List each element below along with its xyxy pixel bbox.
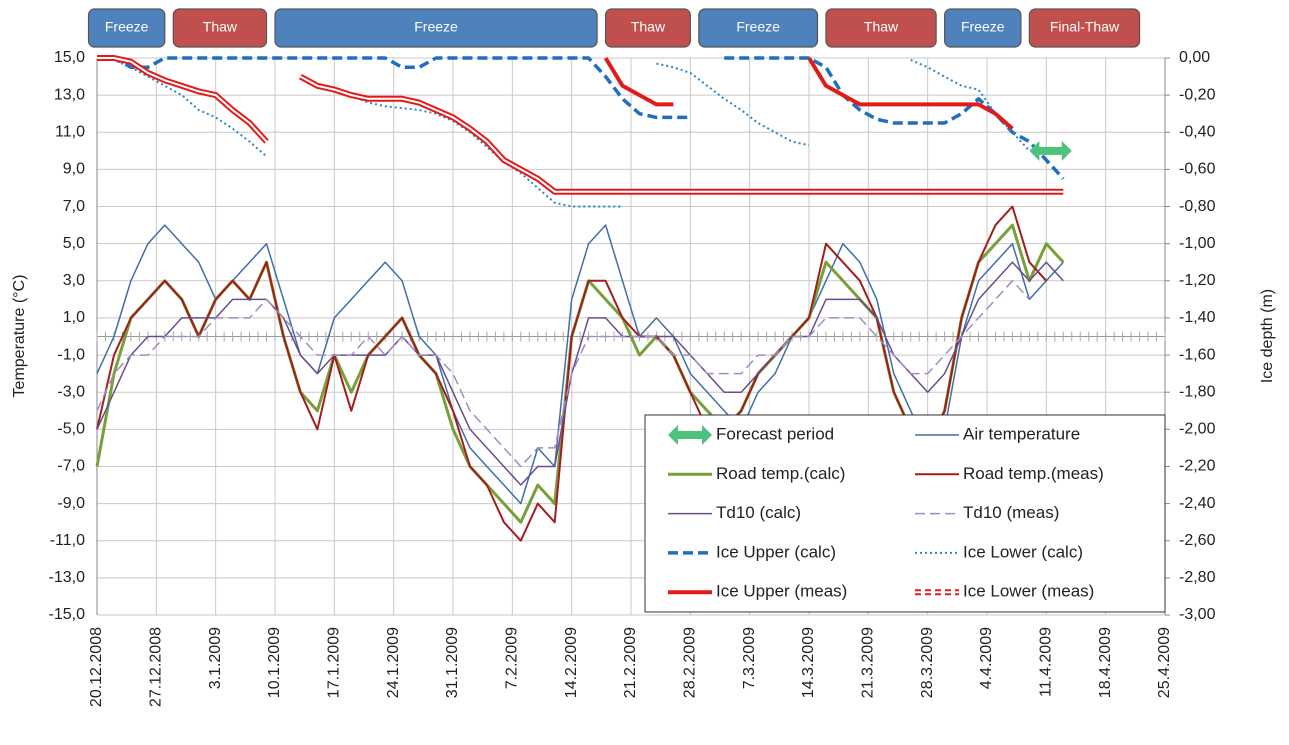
y2-tick-label: -0,20 [1179, 86, 1216, 103]
x-tick-label: 25.4.2009 [1156, 627, 1173, 698]
y-tick-label: 1,0 [63, 309, 85, 326]
x-tick-label: 31.1.2009 [444, 627, 461, 698]
series-line [603, 56, 1014, 131]
legend-box [644, 414, 1166, 613]
y-tick-label: -11,0 [50, 532, 85, 549]
series-line [96, 224, 1064, 505]
phase-label: Freeze [961, 19, 1005, 35]
phase-label: Thaw [631, 19, 666, 35]
y2-tick-label: -0,80 [1179, 198, 1216, 215]
series-line [96, 280, 1030, 468]
x-tick-label: 11.4.2009 [1038, 627, 1055, 697]
x-tick-label: 7.2.2009 [504, 627, 521, 689]
legend-label: Td10 (calc) [716, 503, 801, 522]
x-tick-label: 24.1.2009 [385, 627, 402, 698]
y2-tick-label: -0,60 [1179, 161, 1216, 178]
y-tick-label: 3,0 [63, 272, 85, 289]
y-tick-label: -13,0 [49, 569, 86, 586]
phase-label: Thaw [864, 19, 899, 35]
y2-tick-label: 0,00 [1179, 49, 1210, 66]
x-tick-label: 21.2.2009 [622, 627, 639, 698]
y-tick-label: 9,0 [63, 161, 85, 178]
series-line [96, 205, 1048, 542]
phase-label: Freeze [736, 19, 780, 35]
x-tick-label: 21.3.2009 [860, 627, 877, 698]
y2-tick-label: -2,60 [1179, 532, 1216, 549]
y2-tick-label: -0,40 [1179, 123, 1216, 140]
legend-label: Ice Lower (meas) [963, 582, 1094, 601]
legend-label: Road temp.(calc) [716, 464, 845, 483]
y-tick-label: 13,0 [54, 86, 85, 103]
y-tick-label: -5,0 [57, 421, 85, 438]
legend-label: Forecast period [716, 424, 834, 443]
x-tick-label: 18.4.2009 [1097, 627, 1114, 698]
phase-box [944, 8, 1022, 48]
y-tick-label: -9,0 [57, 495, 85, 512]
phase-label: Final-Thaw [1050, 19, 1120, 35]
x-tick-label: 7.3.2009 [741, 627, 758, 689]
legend-label: Air temperature [963, 424, 1080, 443]
x-tick-label: 14.2.2009 [563, 627, 580, 698]
x-tick-label: 3.1.2009 [207, 627, 224, 689]
y2-tick-label: -1,20 [1179, 272, 1216, 289]
y2-tick-label: -1,60 [1179, 346, 1216, 363]
phase-box [274, 8, 598, 48]
x-tick-label: 4.4.2009 [978, 627, 995, 689]
series-line [96, 57, 1031, 208]
x-tick-label: 14.3.2009 [800, 627, 817, 698]
y-tick-label: -7,0 [57, 458, 85, 475]
y2-tick-label: -2,00 [1179, 421, 1216, 438]
forecast-arrow [1029, 140, 1072, 161]
y-tick-label: 15,0 [54, 49, 85, 66]
legend-key [668, 425, 712, 445]
phase-box [698, 8, 819, 48]
y-tick-label: 5,0 [63, 235, 85, 252]
y-axis-title: Temperature (°C) [11, 275, 28, 398]
y2-tick-label: -3,00 [1179, 606, 1216, 623]
x-tick-label: 28.3.2009 [919, 627, 936, 698]
y-tick-label: 11,0 [55, 123, 85, 140]
x-tick-label: 27.12.2008 [148, 627, 165, 707]
x-tick-label: 10.1.2009 [266, 627, 283, 698]
legend-label: Ice Lower (calc) [963, 542, 1083, 561]
y2-tick-label: -1,40 [1179, 309, 1216, 326]
phase-label: Thaw [203, 19, 238, 35]
legend-label: Td10 (meas) [963, 503, 1059, 522]
y2-tick-label: -2,80 [1179, 569, 1216, 586]
x-tick-label: 17.1.2009 [326, 627, 343, 698]
phase-label: Freeze [105, 19, 149, 35]
series-line [97, 56, 1065, 180]
legend-label: Road temp.(meas) [963, 464, 1104, 483]
y-tick-label: -1,0 [57, 346, 85, 363]
y-tick-label: 7,0 [63, 198, 85, 215]
y2-tick-label: -2,20 [1179, 458, 1216, 475]
phase-box [87, 8, 166, 48]
legend-label: Ice Upper (calc) [716, 542, 836, 561]
legend-label: Ice Upper (meas) [716, 582, 847, 601]
y-tick-label: -15,0 [49, 606, 86, 623]
y2-axis-title: Ice depth (m) [1259, 289, 1276, 383]
x-tick-label: 20.12.2008 [88, 627, 105, 707]
line-inner [97, 57, 1064, 193]
x-tick-label: 28.2.2009 [682, 627, 699, 698]
y2-tick-label: -1,80 [1179, 383, 1216, 400]
y-tick-label: -3,0 [57, 383, 85, 400]
phase-label: Freeze [414, 19, 458, 35]
phase-box [172, 8, 268, 48]
phase-box [1028, 8, 1141, 48]
phase-box [604, 8, 691, 48]
y2-tick-label: -2,40 [1179, 495, 1216, 512]
y2-tick-label: -1,00 [1179, 235, 1216, 252]
phase-box [825, 8, 937, 48]
